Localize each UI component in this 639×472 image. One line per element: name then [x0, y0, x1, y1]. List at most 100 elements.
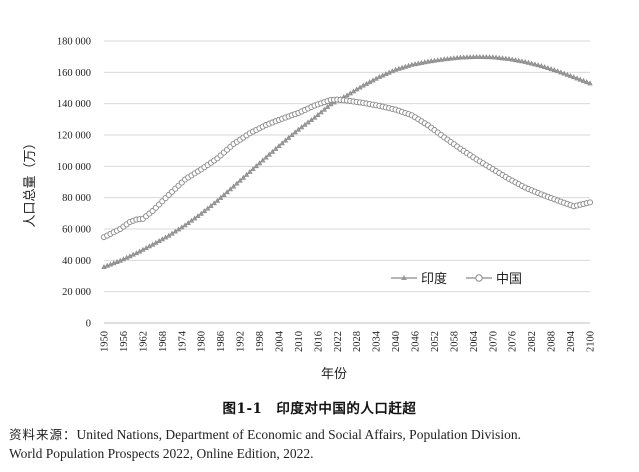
data-point — [324, 103, 331, 109]
data-point — [188, 217, 195, 223]
data-point — [567, 72, 574, 78]
data-point — [548, 66, 554, 72]
data-point — [586, 199, 594, 206]
data-point — [516, 57, 522, 63]
x-tick-label: 2052 — [430, 331, 441, 352]
data-point — [564, 71, 571, 77]
data-point — [211, 200, 217, 206]
source-note: 资料来源：United Nations, Department of Econo… — [9, 425, 634, 463]
x-tick-label: 2010 — [294, 331, 305, 352]
data-point — [185, 220, 191, 225]
y-tick-label: 100 000 — [57, 162, 91, 173]
data-point — [532, 61, 538, 67]
data-point — [541, 64, 548, 70]
series-line — [103, 98, 591, 238]
data-point — [182, 222, 188, 228]
data-point — [587, 80, 593, 86]
legend-marker-india — [401, 275, 407, 280]
x-tick-label: 1950 — [100, 331, 111, 352]
data-point — [561, 70, 567, 76]
data-point — [525, 59, 532, 65]
data-point — [318, 109, 324, 115]
legend-label-india: 印度 — [421, 271, 447, 287]
data-point — [538, 63, 545, 68]
source-label: 资料来源： — [9, 427, 77, 442]
data-point — [214, 197, 221, 203]
data-point — [276, 143, 282, 149]
data-point — [295, 126, 302, 132]
y-axis-title: 人口总量（万） — [23, 136, 38, 227]
source-line-1: United Nations, Department of Economic a… — [76, 427, 521, 442]
data-point — [224, 189, 230, 195]
data-point — [473, 53, 480, 59]
data-point — [519, 58, 525, 64]
data-point — [237, 177, 243, 183]
x-tick-label: 2070 — [488, 331, 499, 352]
y-tick-label: 60 000 — [62, 225, 91, 236]
data-point — [217, 194, 224, 200]
data-point — [512, 57, 519, 63]
series-china — [100, 96, 594, 241]
data-point — [240, 174, 247, 180]
data-point — [208, 202, 214, 208]
y-tick-label: 140 000 — [57, 99, 91, 110]
data-point — [315, 112, 321, 117]
legend: 印度 中国 — [391, 271, 522, 287]
legend-marker-china — [475, 274, 483, 282]
y-tick-label: 120 000 — [57, 131, 91, 142]
y-tick-label: 180 000 — [57, 37, 91, 48]
data-point — [551, 67, 558, 73]
y-tick-label: 0 — [86, 319, 91, 330]
data-point — [528, 60, 535, 66]
data-point — [467, 54, 473, 60]
y-tick-label: 80 000 — [62, 193, 91, 204]
data-point — [285, 134, 292, 140]
data-point — [321, 106, 328, 112]
data-point — [470, 54, 477, 60]
data-point — [282, 137, 289, 143]
data-point — [460, 54, 467, 60]
x-tick-label: 2040 — [391, 331, 402, 352]
data-point — [269, 148, 276, 154]
data-point — [571, 74, 577, 80]
x-tick-label: 2046 — [411, 331, 422, 352]
data-point — [584, 79, 590, 85]
data-point — [263, 154, 269, 160]
x-tick-label: 2064 — [469, 330, 480, 352]
data-point — [506, 55, 512, 61]
data-point — [292, 129, 298, 135]
data-point — [464, 54, 470, 60]
y-tick-labels: 0 20 000 40 000 60 000 80 000 100 000 120 000 1… — [57, 37, 91, 330]
x-tick-label: 1956 — [119, 331, 130, 352]
data-point — [580, 77, 587, 83]
x-tick-label: 1974 — [177, 330, 188, 352]
data-point — [490, 54, 496, 60]
data-point — [256, 160, 263, 166]
data-point — [192, 215, 198, 221]
data-point — [457, 54, 464, 60]
data-point — [496, 54, 502, 60]
x-tick-label: 1992 — [236, 331, 247, 352]
data-point — [554, 68, 561, 74]
data-point — [535, 62, 541, 68]
x-tick-label: 2100 — [586, 331, 597, 352]
data-point — [195, 213, 201, 219]
data-point — [308, 117, 315, 123]
x-tick-label: 1980 — [197, 331, 208, 352]
data-point — [253, 163, 259, 169]
data-point — [574, 75, 580, 81]
data-point — [260, 157, 266, 163]
x-tick-label: 1962 — [138, 331, 149, 352]
data-point — [204, 205, 211, 211]
y-tick-label: 40 000 — [62, 256, 91, 267]
data-point — [577, 76, 583, 82]
x-tick-label: 2004 — [274, 330, 285, 352]
data-point — [483, 54, 490, 60]
x-tick-labels: 1950 1956 1962 1968 1974 1980 1986 1992 1998 2004… — [100, 330, 597, 352]
data-point — [486, 54, 493, 60]
x-tick-label: 2094 — [566, 330, 577, 352]
data-point — [198, 210, 204, 216]
y-tick-label: 20 000 — [62, 287, 91, 298]
data-point — [480, 54, 486, 60]
x-tick-label: 2082 — [527, 331, 538, 352]
